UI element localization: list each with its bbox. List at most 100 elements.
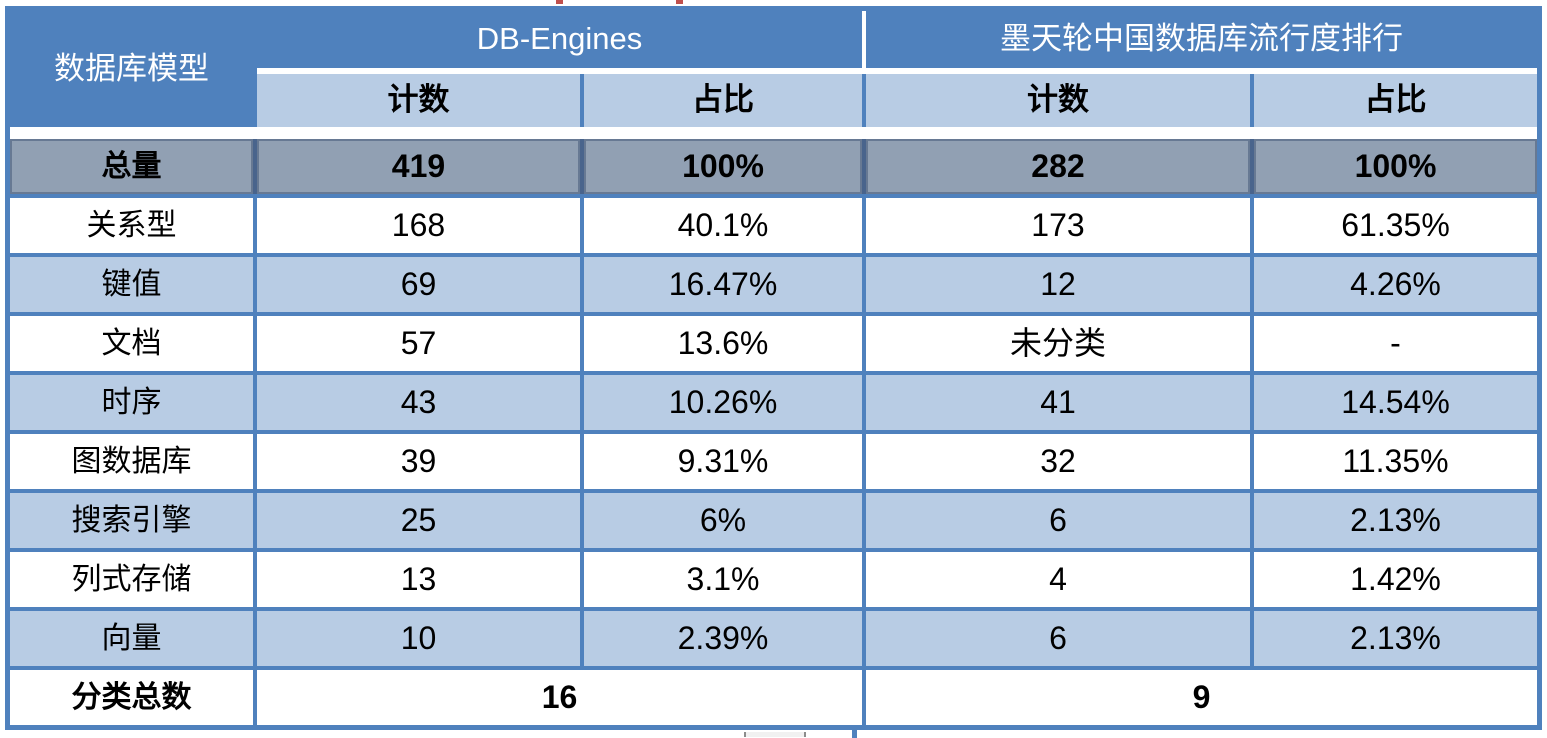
column-divider [253, 552, 257, 607]
row-divider [10, 666, 1537, 670]
row-divider [10, 430, 1537, 434]
column-divider [1250, 74, 1254, 127]
column-divider [253, 611, 257, 666]
column-divider [253, 198, 257, 253]
share-db-cell: 40.1% [584, 198, 862, 253]
share-db-cell: 2.39% [584, 611, 862, 666]
column-divider [1250, 139, 1254, 194]
column-divider [1250, 611, 1254, 666]
column-divider [1250, 375, 1254, 430]
share-mtl-cell: 2.13% [1254, 493, 1537, 548]
count-db-cell: 69 [257, 257, 580, 312]
cropped-text-artifact [676, 0, 683, 4]
share-mtl-cell: 11.35% [1254, 434, 1537, 489]
cropped-text-artifact [556, 0, 563, 4]
column-divider [580, 257, 584, 312]
row-divider [10, 607, 1537, 611]
row-divider [10, 548, 1537, 552]
column-divider [253, 139, 257, 194]
count-db-cell: 13 [257, 552, 580, 607]
share-db-cell: 9.31% [584, 434, 862, 489]
count-mtl-cell: 32 [866, 434, 1250, 489]
table-row: 关系型 168 40.1% 173 61.35% [10, 194, 1537, 253]
column-divider [862, 670, 866, 725]
total-count-db: 419 [257, 139, 580, 194]
column-divider [862, 375, 866, 430]
row-label: 文档 [10, 316, 253, 371]
count-db-cell: 168 [257, 198, 580, 253]
share-mtl-cell: 4.26% [1254, 257, 1537, 312]
column-divider [580, 493, 584, 548]
category-total-db: 16 [257, 670, 862, 725]
row-divider [10, 312, 1537, 316]
column-divider [862, 434, 866, 489]
column-divider [253, 257, 257, 312]
subheader-share-db: 占比 [584, 74, 862, 127]
group-header-separator [862, 11, 866, 68]
total-share-db: 100% [584, 139, 862, 194]
share-db-cell: 6% [584, 493, 862, 548]
row-divider [10, 194, 1537, 198]
column-divider [1250, 552, 1254, 607]
column-divider [862, 552, 866, 607]
share-db-cell: 16.47% [584, 257, 862, 312]
count-db-cell: 25 [257, 493, 580, 548]
count-mtl-cell: 未分类 [866, 316, 1250, 371]
header-divider [253, 11, 257, 127]
database-comparison-table: 数据库模型 DB-Engines 墨天轮中国数据库流行度排行 计数 占比 计数 … [5, 6, 1542, 730]
total-count-mtl: 282 [866, 139, 1250, 194]
row-divider [10, 489, 1537, 493]
column-divider [862, 257, 866, 312]
table-row: 搜索引擎 25 6% 6 2.13% [10, 489, 1537, 548]
subheader-share-mtl: 占比 [1254, 74, 1537, 127]
column-divider [580, 139, 584, 194]
column-divider [580, 74, 584, 127]
header-horizontal-separator [257, 68, 1537, 74]
row-label: 搜索引擎 [10, 493, 253, 548]
share-db-cell: 13.6% [584, 316, 862, 371]
table-row: 向量 10 2.39% 6 2.13% [10, 607, 1537, 666]
column-divider [580, 316, 584, 371]
column-divider [862, 611, 866, 666]
column-divider [580, 198, 584, 253]
row-label: 列式存储 [10, 552, 253, 607]
row-label: 关系型 [10, 198, 253, 253]
share-db-cell: 3.1% [584, 552, 862, 607]
row-divider [10, 253, 1537, 257]
group-header-motianlun: 墨天轮中国数据库流行度排行 [866, 11, 1537, 68]
total-share-mtl: 100% [1254, 139, 1537, 194]
row-divider [10, 371, 1537, 375]
column-divider [862, 493, 866, 548]
column-divider [253, 493, 257, 548]
count-mtl-cell: 41 [866, 375, 1250, 430]
column-divider [580, 611, 584, 666]
column-divider [1250, 316, 1254, 371]
count-db-cell: 57 [257, 316, 580, 371]
count-db-cell: 39 [257, 434, 580, 489]
share-mtl-cell: - [1254, 316, 1537, 371]
row-label: 总量 [10, 139, 253, 194]
column-divider [253, 670, 257, 725]
count-mtl-cell: 173 [866, 198, 1250, 253]
column-divider [253, 375, 257, 430]
column-divider [1250, 198, 1254, 253]
row-label: 键值 [10, 257, 253, 312]
count-mtl-cell: 6 [866, 611, 1250, 666]
column-divider [253, 316, 257, 371]
table-row: 时序 43 10.26% 41 14.54% [10, 371, 1537, 430]
count-db-cell: 43 [257, 375, 580, 430]
footer-row: 分类总数 16 9 [10, 670, 1537, 725]
column-divider [862, 198, 866, 253]
border-nub-artifact [852, 729, 857, 738]
table-row: 图数据库 39 9.31% 32 11.35% [10, 430, 1537, 489]
count-db-cell: 10 [257, 611, 580, 666]
subheader-count-db: 计数 [257, 74, 580, 127]
column-divider [862, 74, 866, 127]
table-row: 键值 69 16.47% 12 4.26% [10, 253, 1537, 312]
column-divider [253, 434, 257, 489]
group-header-db-engines: DB-Engines [257, 11, 862, 68]
row-label: 分类总数 [10, 670, 253, 725]
column-divider [1250, 493, 1254, 548]
share-db-cell: 10.26% [584, 375, 862, 430]
table-header: 数据库模型 DB-Engines 墨天轮中国数据库流行度排行 计数 占比 计数 … [10, 11, 1537, 127]
